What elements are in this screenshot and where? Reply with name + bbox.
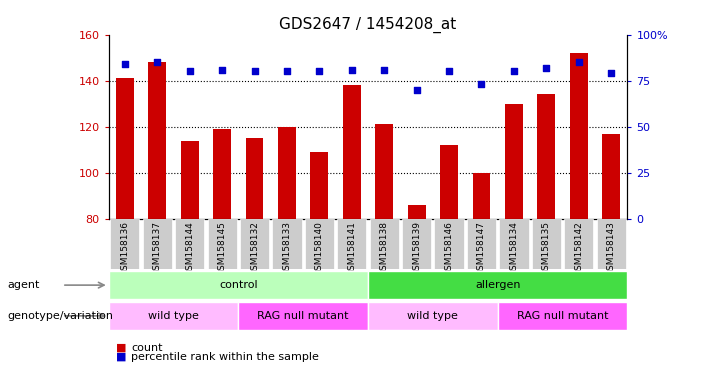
Bar bbox=[245, 138, 264, 219]
Bar bbox=[181, 141, 198, 219]
Bar bbox=[570, 53, 587, 219]
Text: wild type: wild type bbox=[148, 311, 199, 321]
Text: wild type: wild type bbox=[407, 311, 458, 321]
FancyBboxPatch shape bbox=[498, 302, 627, 329]
Bar bbox=[343, 85, 361, 219]
FancyBboxPatch shape bbox=[402, 219, 431, 269]
FancyBboxPatch shape bbox=[467, 219, 496, 269]
Point bbox=[281, 68, 292, 74]
FancyBboxPatch shape bbox=[240, 219, 269, 269]
Point bbox=[444, 68, 455, 74]
FancyBboxPatch shape bbox=[207, 219, 237, 269]
FancyBboxPatch shape bbox=[273, 219, 301, 269]
Bar bbox=[440, 145, 458, 219]
Text: RAG null mutant: RAG null mutant bbox=[517, 311, 608, 321]
Text: ■: ■ bbox=[116, 352, 126, 362]
Text: GSM158133: GSM158133 bbox=[283, 221, 292, 276]
FancyBboxPatch shape bbox=[110, 219, 139, 269]
Text: GSM158137: GSM158137 bbox=[153, 221, 162, 276]
Text: percentile rank within the sample: percentile rank within the sample bbox=[131, 352, 319, 362]
Text: GSM158139: GSM158139 bbox=[412, 221, 421, 276]
Text: GSM158147: GSM158147 bbox=[477, 221, 486, 276]
Bar bbox=[408, 205, 426, 219]
Text: GSM158145: GSM158145 bbox=[217, 221, 226, 276]
Bar bbox=[116, 78, 134, 219]
Point bbox=[119, 61, 130, 67]
FancyBboxPatch shape bbox=[435, 219, 463, 269]
Point bbox=[508, 68, 519, 74]
Text: GSM158140: GSM158140 bbox=[315, 221, 324, 276]
Text: RAG null mutant: RAG null mutant bbox=[257, 311, 349, 321]
FancyBboxPatch shape bbox=[175, 219, 204, 269]
Title: GDS2647 / 1454208_at: GDS2647 / 1454208_at bbox=[280, 17, 456, 33]
Point bbox=[606, 70, 617, 76]
FancyBboxPatch shape bbox=[368, 271, 627, 299]
Point bbox=[573, 59, 585, 65]
FancyBboxPatch shape bbox=[109, 271, 368, 299]
FancyBboxPatch shape bbox=[368, 302, 498, 329]
Text: allergen: allergen bbox=[475, 280, 520, 290]
Point bbox=[151, 59, 163, 65]
FancyBboxPatch shape bbox=[564, 219, 593, 269]
Point bbox=[540, 65, 552, 71]
Text: GSM158141: GSM158141 bbox=[347, 221, 356, 276]
Bar bbox=[213, 129, 231, 219]
Point bbox=[379, 66, 390, 73]
Text: GSM158136: GSM158136 bbox=[121, 221, 130, 276]
Point bbox=[217, 66, 228, 73]
FancyBboxPatch shape bbox=[109, 302, 238, 329]
Text: control: control bbox=[219, 280, 258, 290]
Text: GSM158134: GSM158134 bbox=[510, 221, 519, 276]
Text: GSM158143: GSM158143 bbox=[606, 221, 615, 276]
Bar bbox=[538, 94, 555, 219]
Point bbox=[184, 68, 196, 74]
Text: agent: agent bbox=[7, 280, 39, 290]
Text: GSM158144: GSM158144 bbox=[185, 221, 194, 276]
FancyBboxPatch shape bbox=[532, 219, 561, 269]
Bar bbox=[375, 124, 393, 219]
Text: ■: ■ bbox=[116, 343, 126, 353]
Bar bbox=[278, 127, 296, 219]
Text: GSM158132: GSM158132 bbox=[250, 221, 259, 276]
Point bbox=[411, 87, 422, 93]
Point bbox=[346, 66, 358, 73]
FancyBboxPatch shape bbox=[238, 302, 368, 329]
Bar bbox=[505, 104, 523, 219]
Text: GSM158138: GSM158138 bbox=[380, 221, 389, 276]
FancyBboxPatch shape bbox=[597, 219, 626, 269]
Point bbox=[314, 68, 325, 74]
Text: GSM158142: GSM158142 bbox=[574, 221, 583, 276]
Bar bbox=[602, 134, 620, 219]
Text: GSM158146: GSM158146 bbox=[444, 221, 454, 276]
Bar bbox=[311, 152, 328, 219]
FancyBboxPatch shape bbox=[369, 219, 399, 269]
Point bbox=[249, 68, 260, 74]
Bar bbox=[472, 173, 491, 219]
Bar bbox=[149, 62, 166, 219]
Text: GSM158135: GSM158135 bbox=[542, 221, 551, 276]
Text: genotype/variation: genotype/variation bbox=[7, 311, 113, 321]
FancyBboxPatch shape bbox=[143, 219, 172, 269]
FancyBboxPatch shape bbox=[337, 219, 367, 269]
FancyBboxPatch shape bbox=[305, 219, 334, 269]
Text: count: count bbox=[131, 343, 163, 353]
FancyBboxPatch shape bbox=[499, 219, 529, 269]
Point bbox=[476, 81, 487, 88]
